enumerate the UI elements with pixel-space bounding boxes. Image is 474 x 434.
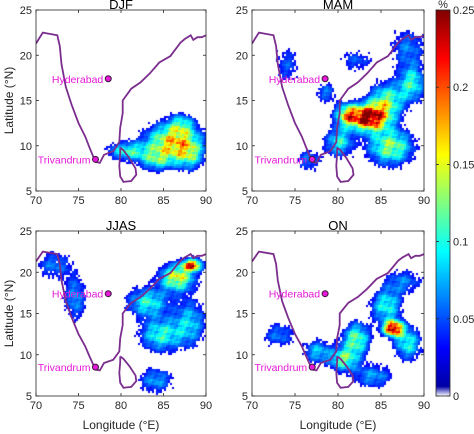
x-tick-label: 90 <box>418 195 430 207</box>
colorbar-unit: % <box>438 0 448 11</box>
y-tick-label: 20 <box>236 267 248 279</box>
panel-title: JJAS <box>106 218 137 233</box>
y-tick-label: 25 <box>20 226 32 238</box>
india-coastline <box>36 250 206 372</box>
x-tick-label: 80 <box>332 195 344 207</box>
x-tick-label: 80 <box>115 400 127 412</box>
city-marker-hyderabad <box>321 75 329 83</box>
map-panel-mam: Hyderabad Trivandrum 70 75 80 85 90 5 10 15 20 25 MA… <box>236 0 430 207</box>
city-label-hyderabad: Hyderabad <box>269 289 321 301</box>
y-tick-label: 5 <box>26 186 32 198</box>
x-tick-label: 70 <box>30 400 42 412</box>
city-marker-hyderabad <box>104 290 112 298</box>
colorbar: 0 0.05 0.1 0.15 0.2 0.25% <box>435 0 474 403</box>
y-tick-label: 15 <box>236 309 248 321</box>
colorbar-tick-label: 0.05 <box>453 314 474 326</box>
x-tick-label: 85 <box>157 195 169 207</box>
colorbar-tick-label: 0.1 <box>453 237 468 249</box>
x-tick-label: 75 <box>72 400 84 412</box>
city-label-hyderabad: Hyderabad <box>269 74 321 86</box>
y-tick-label: 10 <box>236 141 248 153</box>
rainfall-field <box>36 10 206 191</box>
colorbar-tick-label: 0 <box>453 391 459 403</box>
x-axis-label: Longitude (°E) <box>83 418 160 432</box>
india-coastline <box>252 31 424 164</box>
rainfall-field <box>36 231 206 396</box>
x-tick-label: 75 <box>289 195 301 207</box>
x-tick-label: 75 <box>72 195 84 207</box>
map-panel-djf: Hyderabad Trivandrum 70 75 80 85 90 5 10 15 20 25 DJ… <box>2 0 212 207</box>
x-tick-label: 70 <box>246 195 258 207</box>
city-marker-trivandrum <box>92 155 99 163</box>
city-label-trivandrum: Trivandrum <box>254 362 307 374</box>
map-panel-jjas: Hyderabad Trivandrum 70 75 80 85 90 5 10 15 20 25 JJ… <box>2 218 212 432</box>
y-tick-label: 5 <box>26 391 32 403</box>
y-tick-label: 20 <box>236 50 248 62</box>
sri-lanka-coastline <box>118 146 138 183</box>
x-tick-label: 70 <box>30 195 42 207</box>
city-label-trivandrum: Trivandrum <box>38 362 91 374</box>
y-axis-label: Latitude (°N) <box>2 280 16 348</box>
sri-lanka-coastline <box>118 355 138 389</box>
x-tick-label: 80 <box>115 195 127 207</box>
city-label-hyderabad: Hyderabad <box>52 74 104 86</box>
colorbar-tick-label: 0.15 <box>453 159 474 171</box>
panel-title: ON <box>328 218 348 233</box>
x-tick-label: 80 <box>332 400 344 412</box>
india-coastline <box>252 250 424 372</box>
india-coastline <box>36 31 206 164</box>
y-tick-label: 5 <box>242 186 248 198</box>
city-marker-trivandrum <box>308 363 316 371</box>
x-axis-label: Longitude (°E) <box>300 418 377 432</box>
y-tick-label: 15 <box>20 309 32 321</box>
x-tick-label: 85 <box>157 400 169 412</box>
y-tick-label: 15 <box>20 96 32 108</box>
panel-title: MAM <box>323 0 353 12</box>
y-tick-label: 20 <box>20 50 32 62</box>
y-tick-label: 20 <box>20 267 32 279</box>
x-tick-label: 85 <box>375 400 387 412</box>
city-marker-hyderabad <box>321 290 329 298</box>
city-marker-hyderabad <box>104 75 112 83</box>
y-tick-label: 25 <box>236 5 248 17</box>
city-label-trivandrum: Trivandrum <box>38 154 91 166</box>
x-tick-label: 70 <box>246 400 258 412</box>
city-label-hyderabad: Hyderabad <box>52 289 104 301</box>
x-tick-label: 90 <box>200 400 212 412</box>
sri-lanka-coastline <box>335 146 355 183</box>
colorbar-tick-label: 0.2 <box>453 82 468 94</box>
y-tick-label: 25 <box>236 226 248 238</box>
y-tick-label: 10 <box>20 141 32 153</box>
rainfall-field <box>252 10 424 191</box>
colorbar-tick-label: 0.25 <box>453 5 474 17</box>
city-marker-trivandrum <box>308 155 316 163</box>
y-tick-label: 25 <box>20 5 32 17</box>
x-tick-label: 90 <box>418 400 430 412</box>
colorbar-scale <box>435 9 451 397</box>
x-tick-label: 75 <box>289 400 301 412</box>
rainfall-field <box>252 231 424 396</box>
sri-lanka-coastline <box>335 355 355 389</box>
y-axis-label: Latitude (°N) <box>2 67 16 135</box>
y-tick-label: 10 <box>236 350 248 362</box>
panel-title: DJF <box>109 0 133 12</box>
city-marker-trivandrum <box>92 363 99 371</box>
x-tick-label: 85 <box>375 195 387 207</box>
x-tick-label: 90 <box>200 195 212 207</box>
y-tick-label: 10 <box>20 350 32 362</box>
y-tick-label: 5 <box>242 391 248 403</box>
map-panel-on: Hyderabad Trivandrum 70 75 80 85 90 5 10 15 20 25 ON… <box>236 218 430 432</box>
y-tick-label: 15 <box>236 96 248 108</box>
city-label-trivandrum: Trivandrum <box>254 154 307 166</box>
